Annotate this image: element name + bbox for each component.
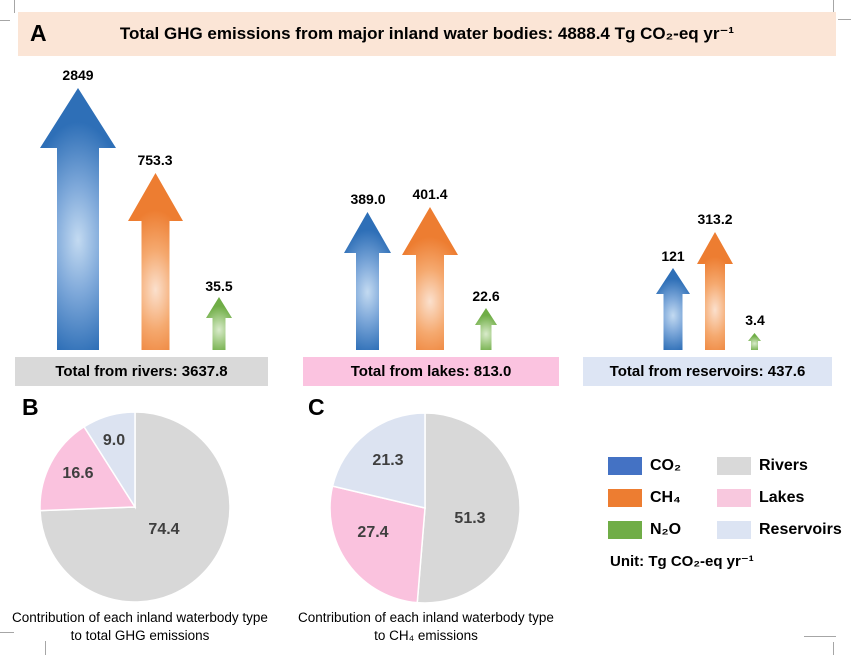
lakes-n2o-arrow [475, 308, 497, 350]
crop-mark [45, 641, 46, 655]
pie-slice-lakes [39, 425, 137, 512]
pie-b-caption-line1: Contribution of each inland waterbody ty… [12, 610, 268, 625]
legend-label-co2: CO₂ [650, 457, 682, 474]
pie-b-label-lakes: 16.6 [62, 465, 94, 482]
rivers-co2-arrow [40, 88, 116, 350]
reservoirs-ch4-value: 313.2 [697, 211, 733, 227]
pie-c-caption: Contribution of each inland waterbody ty… [290, 609, 562, 645]
lakes-ch4-arrow [402, 207, 458, 350]
crop-mark [833, 642, 834, 655]
pie-slice-lakes [329, 485, 426, 604]
pie-slice-rivers [416, 412, 521, 604]
pie-c-caption-line2: to CH₄ emissions [374, 628, 478, 644]
panel-c-letter: C [308, 394, 325, 420]
rivers-co2-value: 2849 [62, 67, 94, 83]
reservoirs-co2-arrow [656, 268, 690, 350]
lakes-ch4-value: 401.4 [412, 186, 448, 202]
panel-a-title: Total GHG emissions from major inland wa… [119, 24, 735, 43]
crop-mark [14, 0, 15, 13]
rivers-n2o-arrow [206, 297, 232, 350]
pie-c-caption-line1: Contribution of each inland waterbody ty… [298, 610, 554, 625]
pie-chart-ch4 [329, 412, 521, 604]
lakes-co2-value: 389.0 [350, 191, 386, 207]
legend-swatch-rivers [717, 457, 751, 475]
pie-c-label-lakes: 27.4 [357, 524, 389, 541]
crop-mark [833, 0, 834, 13]
pie-c-label-reservoirs: 21.3 [372, 452, 404, 469]
rivers-ch4-value: 753.3 [137, 152, 173, 168]
lakes-n2o-value: 22.6 [472, 288, 500, 304]
pie-chart-total-ghg [39, 411, 231, 603]
panel-a-letter: A [30, 20, 47, 46]
lakes-co2-arrow [344, 212, 391, 350]
reservoirs-total-banner: Total from reservoirs: 437.6 [583, 357, 832, 386]
reservoirs-co2-value: 121 [661, 248, 685, 264]
legend-swatch-co2 [608, 457, 642, 475]
panel-b-letter: B [22, 394, 39, 420]
rivers-ch4-arrow [128, 173, 183, 350]
pie-slice-reservoirs [331, 412, 426, 509]
legend-swatch-reservoirs [717, 521, 751, 539]
crop-mark [838, 19, 851, 20]
pie-b-caption-line2: to total GHG emissions [70, 628, 210, 644]
pie-slice-rivers [39, 411, 231, 603]
unit-note: Unit: Tg CO₂-eq yr⁻¹ [610, 553, 754, 570]
crop-mark [0, 632, 14, 633]
reservoirs-n2o-value: 3.4 [745, 312, 765, 328]
legend-label-reservoirs: Reservoirs [759, 521, 842, 538]
panel-a-title-banner: A Total GHG emissions from major inland … [18, 12, 836, 56]
lakes-total-banner: Total from lakes: 813.0 [303, 357, 559, 386]
pie-b-label-rivers: 74.4 [148, 521, 180, 538]
pie-c-label-rivers: 51.3 [454, 510, 486, 527]
pie-b-caption: Contribution of each inland waterbody ty… [2, 609, 278, 645]
legend-label-rivers: Rivers [759, 457, 808, 474]
pie-slice-reservoirs [83, 411, 136, 510]
crop-mark [0, 20, 10, 21]
legend-label-n2o: N₂O [650, 521, 682, 538]
pie-b-label-reservoirs: 9.0 [102, 432, 126, 449]
legend-label-lakes: Lakes [759, 489, 805, 506]
legend-swatch-n2o [608, 521, 642, 539]
rivers-total-banner: Total from rivers: 3637.8 [15, 357, 268, 386]
rivers-n2o-value: 35.5 [205, 278, 233, 294]
reservoirs-n2o-arrow [748, 333, 761, 350]
legend-label-ch4: CH₄ [650, 489, 681, 506]
legend-swatch-lakes [717, 489, 751, 507]
legend-swatch-ch4 [608, 489, 642, 507]
crop-mark [804, 636, 836, 637]
